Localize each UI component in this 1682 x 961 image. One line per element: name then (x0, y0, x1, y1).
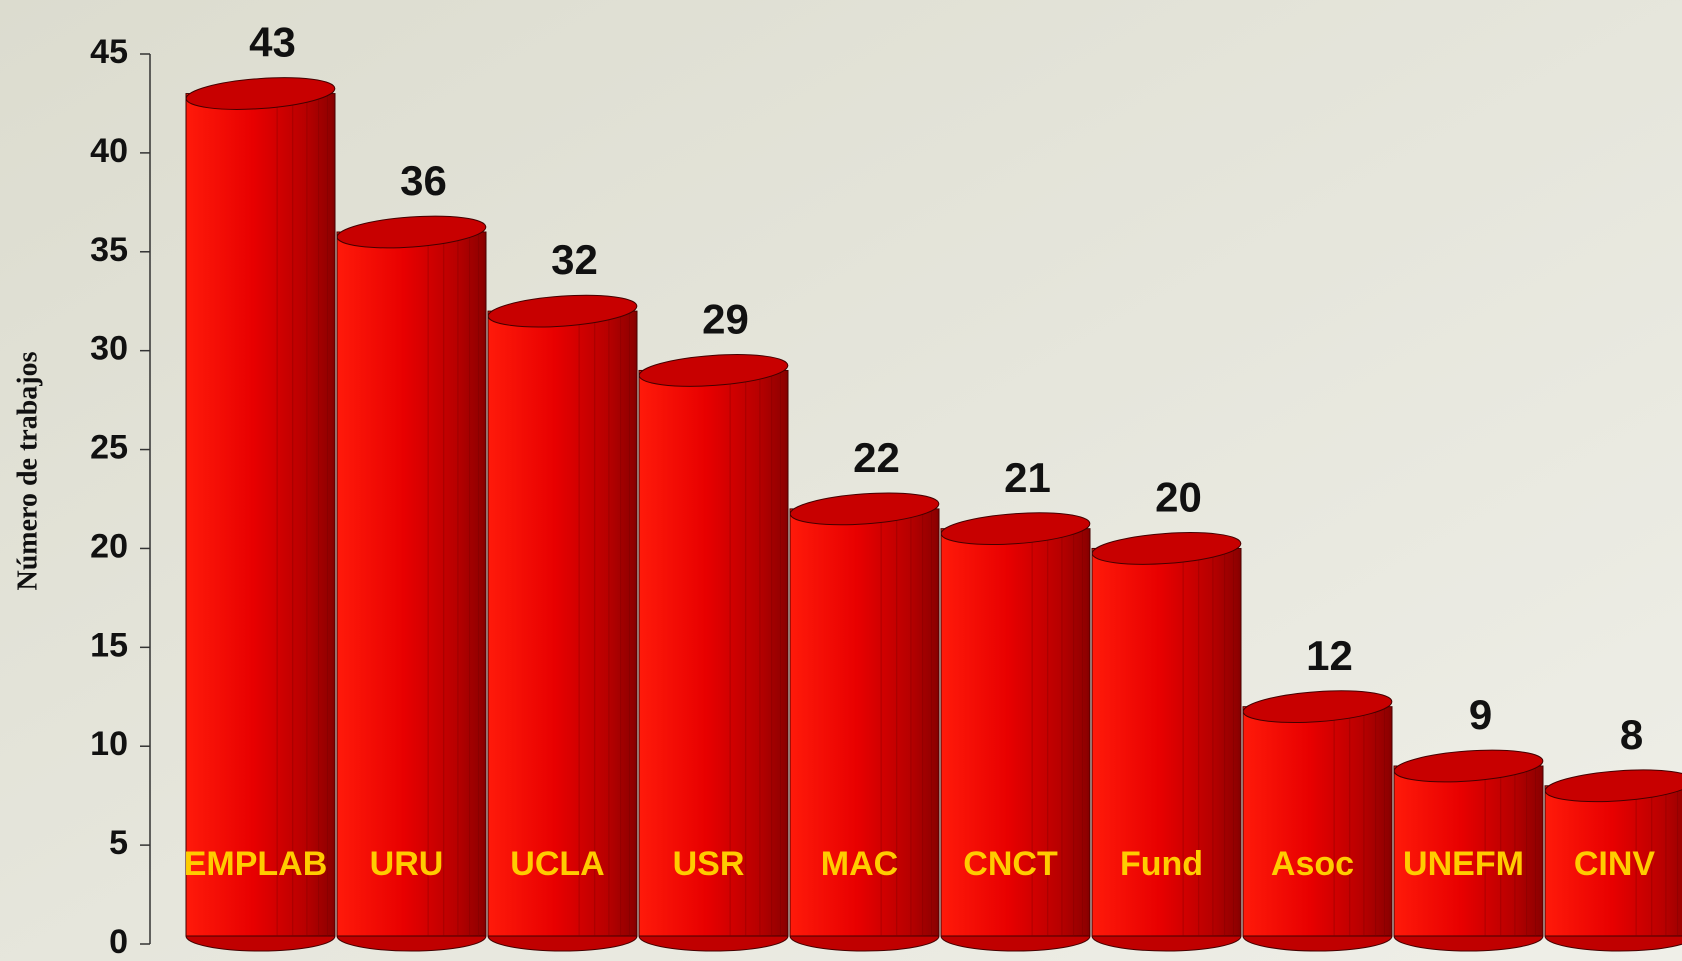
value-label: 9 (1469, 691, 1492, 738)
bar (336, 215, 487, 952)
bar-body (1242, 706, 1393, 937)
bar-body (185, 93, 336, 937)
x-tick-label: USR (673, 845, 745, 883)
x-tick-label: UNEFM (1403, 845, 1524, 883)
x-tick-label: CINV (1574, 845, 1656, 883)
x-tick-label: UCLA (510, 845, 604, 883)
x-tick-label: Fund (1120, 845, 1203, 883)
bar-body (1091, 547, 1242, 937)
value-label: 36 (400, 157, 447, 204)
bar (789, 492, 940, 952)
bar-body (940, 528, 1091, 937)
value-label: 20 (1155, 474, 1202, 521)
bar (1091, 532, 1242, 952)
bar-body (638, 369, 789, 937)
x-tick-label: EMPLAB (184, 845, 328, 883)
value-label: 29 (702, 296, 749, 343)
y-tick-label: 40 (90, 132, 128, 170)
value-label: 12 (1306, 632, 1353, 679)
bar-top (1544, 769, 1682, 803)
y-tick-label: 0 (109, 923, 128, 961)
bar (487, 294, 638, 952)
bar-body (789, 508, 940, 937)
x-tick-label: Asoc (1271, 845, 1354, 883)
bar-top (185, 77, 336, 110)
bar (638, 354, 789, 952)
value-label: 8 (1620, 711, 1643, 758)
bar-top (1393, 749, 1544, 783)
y-tick-label: 30 (90, 330, 128, 368)
bar (1393, 749, 1544, 952)
bar-body (336, 231, 487, 937)
bar (940, 512, 1091, 952)
x-tick-label: URU (370, 845, 444, 883)
y-tick-label: 20 (90, 527, 128, 565)
bar-top (638, 354, 789, 387)
bar-body (487, 310, 638, 937)
bar (185, 77, 336, 952)
value-label: 32 (551, 236, 598, 283)
value-label: 22 (853, 434, 900, 481)
bar (1544, 769, 1682, 952)
value-label: 43 (249, 19, 296, 66)
bar-top (789, 492, 940, 526)
y-axis-label: Número de trabajos (12, 351, 43, 590)
bar-top (336, 215, 487, 249)
bar-body (1544, 785, 1682, 937)
bar-top (1091, 532, 1242, 565)
y-tick-label: 5 (109, 824, 128, 862)
x-tick-label: MAC (821, 845, 898, 883)
bar (1242, 690, 1393, 952)
y-tick-label: 10 (90, 725, 128, 763)
bar-top (1242, 690, 1393, 724)
y-tick-label: 45 (90, 33, 128, 71)
bar-top (487, 294, 638, 328)
y-tick-label: 25 (90, 429, 128, 467)
y-tick-label: 35 (90, 231, 128, 269)
bar-top (940, 512, 1091, 546)
value-label: 21 (1004, 454, 1051, 501)
x-tick-label: CNCT (963, 845, 1058, 883)
y-tick-label: 15 (90, 626, 128, 664)
